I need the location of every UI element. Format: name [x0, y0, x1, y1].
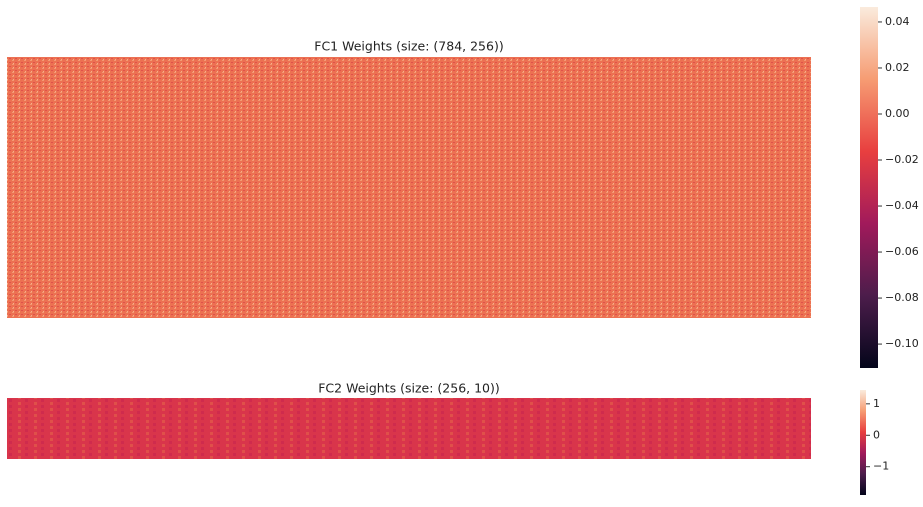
colorbar-tick-label: −0.02	[885, 153, 919, 166]
colorbar	[860, 390, 866, 495]
colorbar-tick-label: −0.10	[885, 337, 919, 350]
colorbar-tick-label: 0	[873, 428, 880, 441]
heatmap-area	[7, 57, 811, 318]
heatmap-area	[7, 398, 811, 459]
colorbar-tick-label: 0.00	[885, 107, 910, 120]
colorbar-tick-label: −1	[873, 460, 889, 473]
chart-title: FC1 Weights (size: (784, 256))	[314, 39, 503, 54]
chart-title: FC2 Weights (size: (256, 10))	[318, 381, 500, 396]
colorbar-tick-label: −0.08	[885, 291, 919, 304]
colorbar-tick-label: 0.04	[885, 15, 910, 28]
colorbar-tick-label: 0.02	[885, 61, 910, 74]
colorbar	[860, 7, 878, 368]
colorbar-tick-label: −0.06	[885, 245, 919, 258]
colorbar-tick-label: 1	[873, 397, 880, 410]
colorbar-tick-label: −0.04	[885, 199, 919, 212]
